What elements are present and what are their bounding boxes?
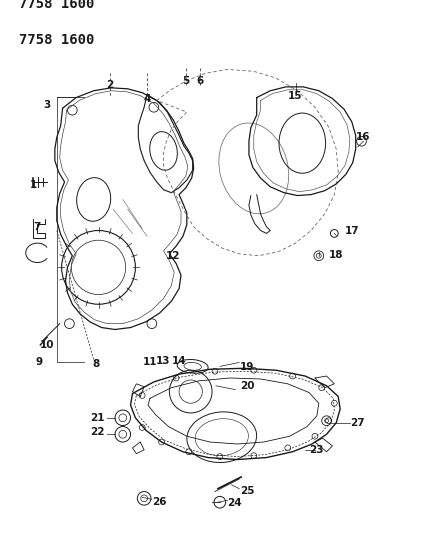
Text: 4: 4 <box>143 94 151 104</box>
Text: 5: 5 <box>182 76 190 86</box>
Text: 18: 18 <box>329 250 344 260</box>
Text: 8: 8 <box>92 359 99 369</box>
Text: 6: 6 <box>197 76 204 86</box>
Text: 13: 13 <box>156 356 171 366</box>
Text: 9: 9 <box>36 358 43 367</box>
Text: 22: 22 <box>90 427 105 438</box>
Text: 3: 3 <box>44 100 51 110</box>
Text: 25: 25 <box>240 486 254 496</box>
Text: 12: 12 <box>166 251 181 261</box>
Text: 14: 14 <box>172 356 186 366</box>
Text: 17: 17 <box>345 227 359 237</box>
Text: 2: 2 <box>107 80 114 90</box>
Text: 7758 1600: 7758 1600 <box>19 0 94 11</box>
Text: 10: 10 <box>40 340 54 350</box>
Text: 24: 24 <box>227 498 242 508</box>
Text: 27: 27 <box>350 418 365 427</box>
Text: 15: 15 <box>288 91 303 101</box>
Text: 16: 16 <box>356 132 371 142</box>
Text: 20: 20 <box>240 381 254 391</box>
Text: 21: 21 <box>90 413 105 423</box>
Text: 7758 1600: 7758 1600 <box>19 33 94 47</box>
Text: 11: 11 <box>143 358 157 367</box>
Text: 23: 23 <box>309 445 324 455</box>
Text: 26: 26 <box>152 497 167 507</box>
Text: 1: 1 <box>30 180 37 190</box>
Text: 19: 19 <box>240 362 254 373</box>
Text: 7: 7 <box>34 222 41 232</box>
